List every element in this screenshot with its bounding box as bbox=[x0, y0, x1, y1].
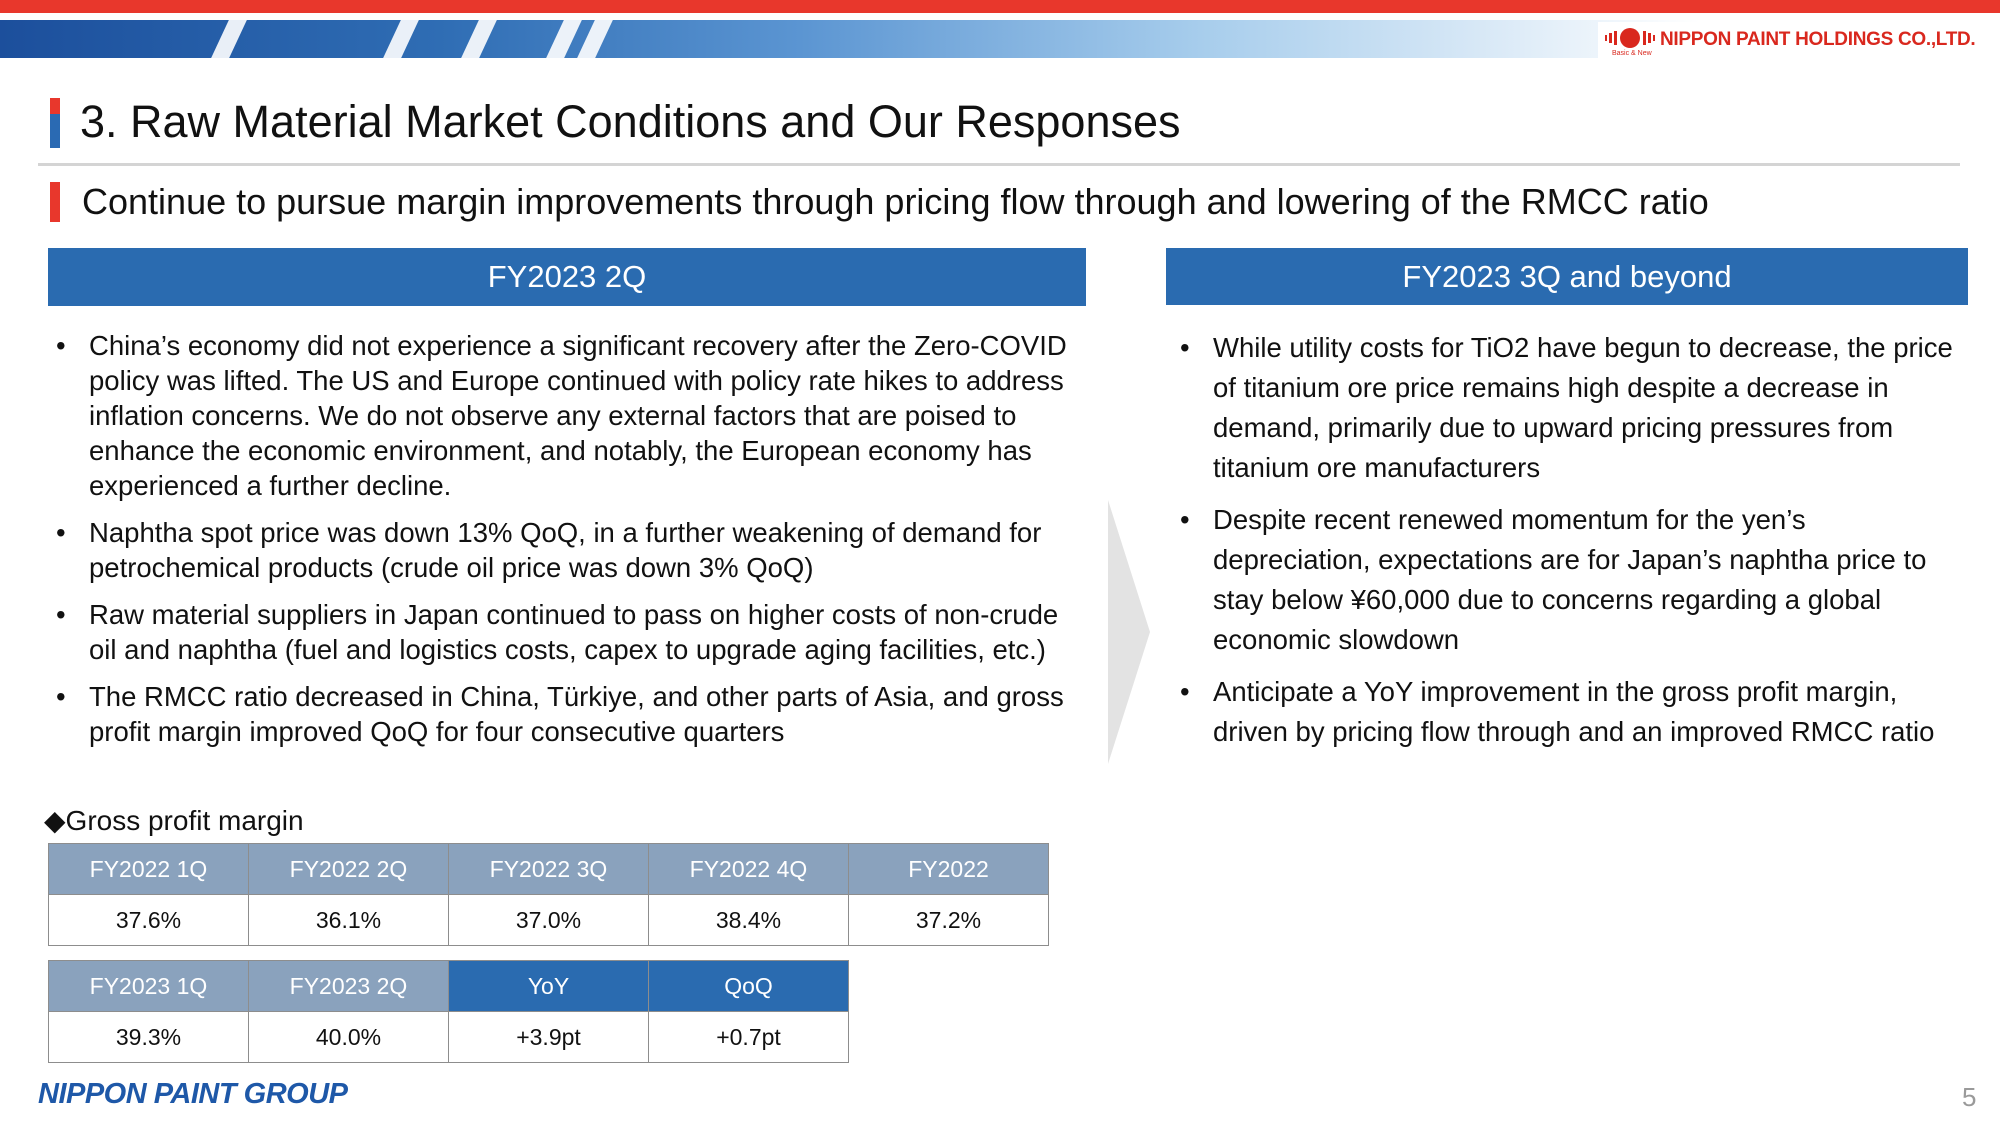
table-header-cell: QoQ bbox=[648, 960, 849, 1012]
page-number: 5 bbox=[1962, 1082, 1977, 1112]
table-cell: 37.6% bbox=[48, 894, 249, 946]
company-logo bbox=[1598, 22, 1970, 58]
list-item: While utility costs for TiO2 have begun … bbox=[1174, 328, 1964, 488]
left-panel-header: FY2023 2Q bbox=[48, 248, 1086, 306]
left-bullet-list: China’s economy did not experience a sig… bbox=[50, 328, 1070, 761]
table-header-cell: YoY bbox=[448, 960, 649, 1012]
table-header-row: FY2022 1Q FY2022 2Q FY2022 3Q FY2022 4Q … bbox=[48, 843, 1049, 895]
table-header-cell: FY2022 3Q bbox=[448, 843, 649, 895]
list-item: Anticipate a YoY improvement in the gros… bbox=[1174, 672, 1964, 752]
subtitle-accent-bar bbox=[50, 182, 60, 222]
table-row: 39.3% 40.0% +3.9pt +0.7pt bbox=[48, 1011, 849, 1063]
list-item: China’s economy did not experience a sig… bbox=[50, 328, 1070, 503]
page-title: 3. Raw Material Market Conditions and Ou… bbox=[80, 96, 1181, 147]
chevron-right-icon bbox=[1108, 500, 1150, 764]
table-header-cell: FY2023 2Q bbox=[248, 960, 449, 1012]
list-item: Raw material suppliers in Japan continue… bbox=[50, 597, 1070, 667]
table-cell: 36.1% bbox=[248, 894, 449, 946]
page-subtitle: Continue to pursue margin improvements t… bbox=[82, 181, 1709, 222]
list-item: The RMCC ratio decreased in China, Türki… bbox=[50, 679, 1070, 749]
table-cell: 40.0% bbox=[248, 1011, 449, 1063]
table-cell: 37.2% bbox=[848, 894, 1049, 946]
company-logo-tagline: Basic & New bbox=[1612, 50, 1652, 57]
right-panel-header: FY2023 3Q and beyond bbox=[1166, 248, 1968, 305]
table-header-cell: FY2022 bbox=[848, 843, 1049, 895]
table-row: 37.6% 36.1% 37.0% 38.4% 37.2% bbox=[48, 894, 1049, 946]
gross-profit-table-fy2023: FY2023 1Q FY2023 2Q YoY QoQ 39.3% 40.0% … bbox=[48, 960, 849, 1063]
table-header-cell: FY2023 1Q bbox=[48, 960, 249, 1012]
table-cell: +3.9pt bbox=[448, 1011, 649, 1063]
list-item: Despite recent renewed momentum for the … bbox=[1174, 500, 1964, 660]
table-header-cell: FY2022 4Q bbox=[648, 843, 849, 895]
group-logo: NIPPON PAINT GROUP bbox=[38, 1078, 348, 1110]
top-red-bar bbox=[0, 0, 2000, 13]
table-cell: 37.0% bbox=[448, 894, 649, 946]
table-cell: +0.7pt bbox=[648, 1011, 849, 1063]
table-cell: 38.4% bbox=[648, 894, 849, 946]
list-item: Naphtha spot price was down 13% QoQ, in … bbox=[50, 515, 1070, 585]
title-divider bbox=[38, 163, 1960, 166]
gross-profit-label: ◆Gross profit margin bbox=[44, 805, 304, 836]
gross-profit-table-fy2022: FY2022 1Q FY2022 2Q FY2022 3Q FY2022 4Q … bbox=[48, 843, 1049, 946]
company-logo-icon bbox=[1605, 28, 1655, 48]
title-accent-bar bbox=[50, 98, 60, 148]
company-logo-text: NIPPON PAINT HOLDINGS CO.,LTD. bbox=[1660, 29, 1976, 50]
table-header-row: FY2023 1Q FY2023 2Q YoY QoQ bbox=[48, 960, 849, 1012]
table-header-cell: FY2022 1Q bbox=[48, 843, 249, 895]
right-bullet-list: While utility costs for TiO2 have begun … bbox=[1174, 328, 1964, 764]
table-cell: 39.3% bbox=[48, 1011, 249, 1063]
table-header-cell: FY2022 2Q bbox=[248, 843, 449, 895]
